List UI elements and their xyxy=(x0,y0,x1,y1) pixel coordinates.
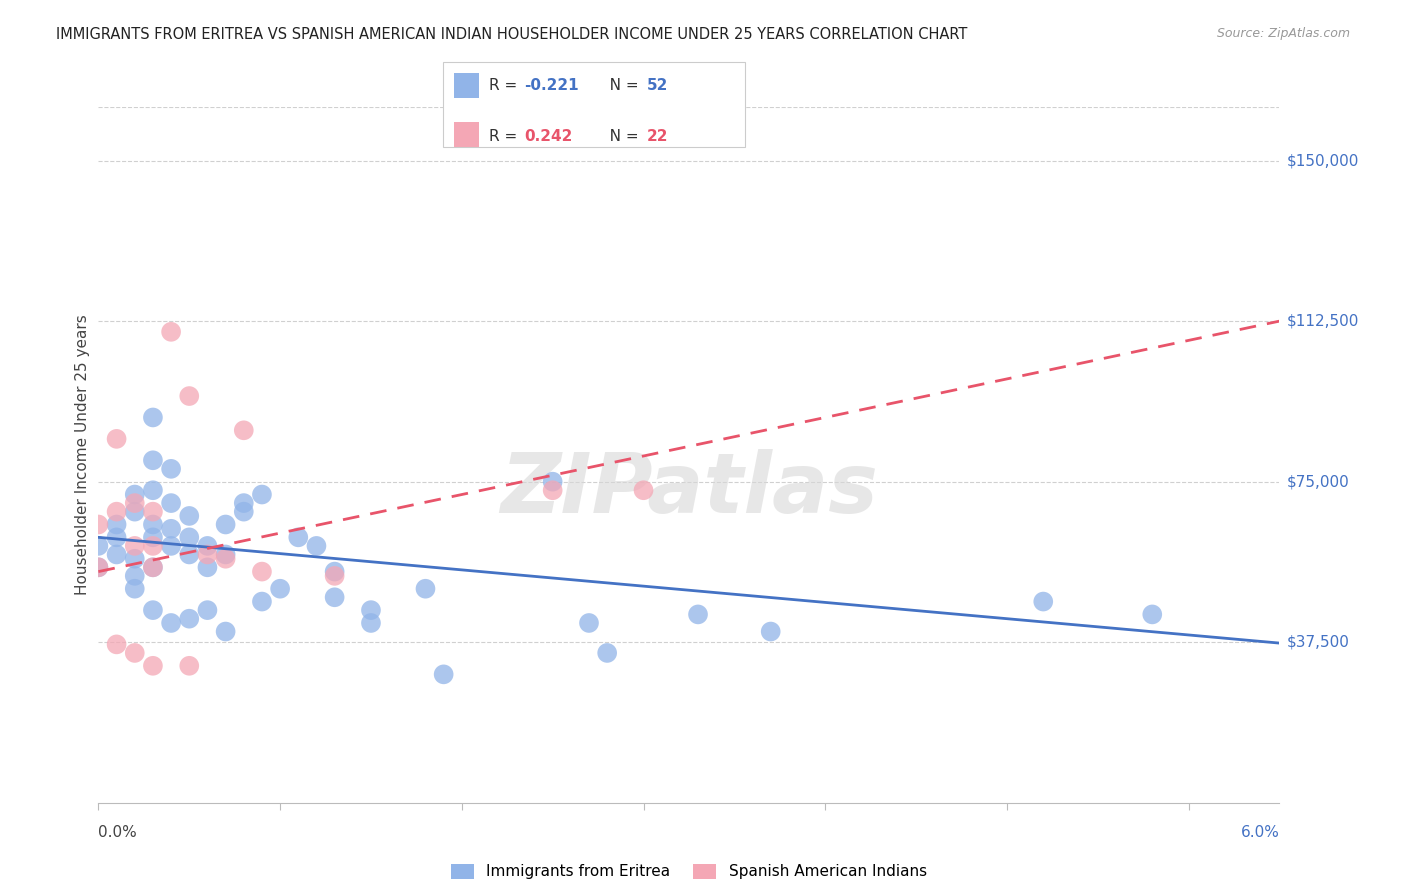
Point xyxy=(323,591,346,605)
Point xyxy=(250,565,273,579)
Point xyxy=(124,551,146,566)
Point xyxy=(179,530,201,544)
Point xyxy=(541,475,564,489)
Point xyxy=(214,551,236,566)
Text: 6.0%: 6.0% xyxy=(1240,825,1279,840)
Point xyxy=(232,496,254,510)
Point xyxy=(179,658,201,673)
Point xyxy=(124,496,146,510)
Text: 0.0%: 0.0% xyxy=(98,825,138,840)
Point xyxy=(197,560,219,574)
Point xyxy=(759,624,782,639)
Point xyxy=(160,615,183,630)
Point xyxy=(142,505,165,519)
Point xyxy=(142,530,165,544)
Point xyxy=(124,582,146,596)
Point xyxy=(124,539,146,553)
Text: -0.221: -0.221 xyxy=(524,78,579,93)
Point xyxy=(105,530,128,544)
Point xyxy=(596,646,619,660)
Point xyxy=(87,560,110,574)
Point xyxy=(160,325,183,339)
Point xyxy=(686,607,709,622)
Point xyxy=(142,517,165,532)
Point xyxy=(179,548,201,562)
Point xyxy=(214,624,236,639)
Point xyxy=(269,582,291,596)
Point xyxy=(214,548,236,562)
Text: R =: R = xyxy=(489,78,523,93)
Point xyxy=(179,389,201,403)
Point xyxy=(160,462,183,476)
Point xyxy=(105,548,128,562)
Point xyxy=(142,560,165,574)
Point xyxy=(578,615,600,630)
Point xyxy=(214,517,236,532)
Point xyxy=(250,487,273,501)
Text: N =: N = xyxy=(595,129,643,145)
Text: Source: ZipAtlas.com: Source: ZipAtlas.com xyxy=(1216,27,1350,40)
Point xyxy=(142,658,165,673)
Point xyxy=(105,432,128,446)
Point xyxy=(250,594,273,608)
Point xyxy=(323,569,346,583)
Point xyxy=(124,487,146,501)
Text: $37,500: $37,500 xyxy=(1286,635,1350,649)
Point xyxy=(197,548,219,562)
Text: ZIPatlas: ZIPatlas xyxy=(501,450,877,530)
Point xyxy=(541,483,564,498)
Point xyxy=(160,539,183,553)
Point xyxy=(105,637,128,651)
Point xyxy=(633,483,655,498)
Point xyxy=(433,667,456,681)
Point xyxy=(142,483,165,498)
Text: 22: 22 xyxy=(647,129,668,145)
Text: $112,500: $112,500 xyxy=(1286,314,1358,328)
Y-axis label: Householder Income Under 25 years: Householder Income Under 25 years xyxy=(75,315,90,595)
Point xyxy=(142,560,165,574)
Point xyxy=(142,453,165,467)
Point xyxy=(87,517,110,532)
Point xyxy=(160,522,183,536)
Point xyxy=(415,582,437,596)
Text: $150,000: $150,000 xyxy=(1286,153,1358,168)
Point xyxy=(160,496,183,510)
Point xyxy=(124,569,146,583)
Legend: Immigrants from Eritrea, Spanish American Indians: Immigrants from Eritrea, Spanish America… xyxy=(446,857,932,886)
Point xyxy=(124,646,146,660)
Point xyxy=(287,530,309,544)
Point xyxy=(323,565,346,579)
Point xyxy=(87,539,110,553)
Point xyxy=(232,505,254,519)
Point xyxy=(142,410,165,425)
Point xyxy=(197,539,219,553)
Point xyxy=(1032,594,1054,608)
Point xyxy=(105,505,128,519)
Point xyxy=(232,423,254,437)
Point xyxy=(142,603,165,617)
Point xyxy=(124,505,146,519)
Point xyxy=(360,603,382,617)
Point xyxy=(105,517,128,532)
Text: N =: N = xyxy=(595,78,643,93)
Point xyxy=(87,560,110,574)
Point xyxy=(305,539,328,553)
Text: $75,000: $75,000 xyxy=(1286,475,1350,489)
Text: 52: 52 xyxy=(647,78,668,93)
Point xyxy=(360,615,382,630)
Text: IMMIGRANTS FROM ERITREA VS SPANISH AMERICAN INDIAN HOUSEHOLDER INCOME UNDER 25 Y: IMMIGRANTS FROM ERITREA VS SPANISH AMERI… xyxy=(56,27,967,42)
Point xyxy=(179,508,201,523)
Point xyxy=(1142,607,1164,622)
Text: R =: R = xyxy=(489,129,523,145)
Point xyxy=(197,603,219,617)
Point xyxy=(142,539,165,553)
Text: 0.242: 0.242 xyxy=(524,129,572,145)
Point xyxy=(179,612,201,626)
